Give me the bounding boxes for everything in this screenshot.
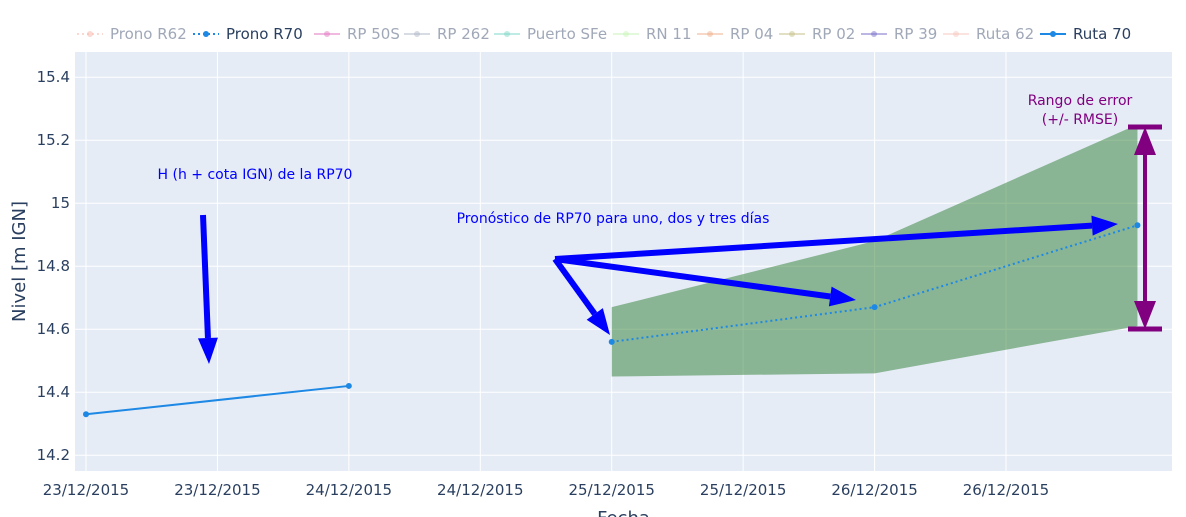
x-tick-label: 25/12/2015 [568, 481, 654, 499]
legend: Prono R62 Prono R70 RP 50S RP 262 Puerto SFe… [77, 25, 1131, 43]
data-point [345, 382, 352, 389]
y-tick-label: 14.2 [37, 446, 70, 464]
rmse-arrow-head-up [1134, 127, 1156, 155]
legend-label: RN 11 [646, 25, 692, 43]
legend-swatch-marker [789, 31, 795, 37]
legend-item-prono-r62[interactable]: Prono R62 [77, 25, 187, 43]
legend-label: RP 02 [812, 25, 855, 43]
legend-swatch-marker [324, 31, 330, 37]
y-axis-title: Nivel [m IGN] [9, 201, 30, 322]
x-tick-label: 23/12/2015 [43, 481, 129, 499]
x-tick-label: 26/12/2015 [831, 481, 917, 499]
arrow-to-prono-day3-shaft [554, 222, 1093, 262]
legend-item-ruta-70[interactable]: Ruta 70 [1040, 25, 1131, 43]
x-axis-title: Fecha [597, 508, 650, 517]
legend-label: RP 04 [730, 25, 773, 43]
series-layer [83, 222, 1141, 418]
legend-item-puerto-sfe[interactable]: Puerto SFe [494, 25, 607, 43]
legend-swatch-marker [953, 31, 959, 37]
arrow-to-ruta70-shaft [200, 214, 211, 339]
axes: 14.2 14.4 14.6 14.8 15 15.2 15.4 23/12/2015 23/1… [9, 68, 1049, 517]
legend-label: Prono R70 [226, 25, 303, 43]
legend-item-ruta-62[interactable]: Ruta 62 [943, 25, 1034, 43]
annotation-rmse-title: Rango de error [1028, 93, 1133, 109]
annotation-arrows [197, 124, 1162, 364]
legend-item-rp-262[interactable]: RP 262 [404, 25, 490, 43]
legend-label: RP 50S [347, 25, 400, 43]
arrow-to-ruta70-head [197, 337, 218, 364]
data-point [1134, 222, 1141, 229]
x-tick-label: 24/12/2015 [437, 481, 523, 499]
legend-item-rp-39[interactable]: RP 39 [861, 25, 937, 43]
annotation-texts: H (h + cota IGN) de la RP70 Pronóstico de… [158, 93, 1133, 227]
data-point [608, 338, 615, 345]
legend-label: RP 39 [894, 25, 937, 43]
data-point [83, 411, 89, 418]
arrow-to-prono-day1-head [586, 308, 610, 335]
legend-swatch-marker [414, 31, 420, 37]
legend-item-rn-11[interactable]: RN 11 [613, 25, 692, 43]
legend-swatch-marker [203, 31, 209, 37]
y-tick-label: 15.4 [37, 68, 70, 86]
legend-swatch-marker [707, 31, 713, 37]
legend-label: Prono R62 [110, 25, 187, 43]
y-tick-label: 14.6 [37, 320, 70, 338]
y-tick-label: 14.8 [37, 257, 70, 275]
x-tick-label: 23/12/2015 [174, 481, 260, 499]
legend-label: Puerto SFe [527, 25, 607, 43]
x-tick-label: 24/12/2015 [306, 481, 392, 499]
arrow-to-prono-day2-shaft [554, 256, 831, 300]
legend-label: Ruta 62 [976, 25, 1034, 43]
x-tick-label: 26/12/2015 [963, 481, 1049, 499]
legend-swatch-marker [871, 31, 877, 37]
error-band [611, 124, 1138, 377]
series-line-ruta-70 [85, 384, 349, 416]
legend-swatch-marker [87, 31, 93, 37]
legend-item-rp-50s[interactable]: RP 50S [314, 25, 400, 43]
legend-swatch-marker [504, 31, 510, 37]
legend-item-rp-04[interactable]: RP 04 [697, 25, 773, 43]
rmse-arrow-head-down [1134, 301, 1156, 329]
legend-swatch-marker [1050, 31, 1056, 37]
legend-item-rp-02[interactable]: RP 02 [779, 25, 855, 43]
error-band-layer [611, 124, 1138, 377]
y-tick-label: 15.2 [37, 131, 70, 149]
legend-swatch-marker [623, 31, 629, 37]
legend-item-prono-r70[interactable]: Prono R70 [193, 25, 303, 43]
annotation-rmse-subtitle: (+/- RMSE) [1042, 112, 1118, 128]
y-tick-label: 14.4 [37, 383, 70, 401]
legend-label: RP 262 [437, 25, 490, 43]
y-tick-label: 15 [51, 194, 70, 212]
x-tick-label: 25/12/2015 [700, 481, 786, 499]
data-point [871, 304, 878, 311]
arrow-to-prono-day1-shaft [552, 257, 598, 316]
arrow-to-prono-day2-head [828, 286, 856, 307]
arrow-to-prono-day3-head [1091, 215, 1118, 236]
legend-label: Ruta 70 [1073, 25, 1131, 43]
annotation-h-label: H (h + cota IGN) de la RP70 [158, 167, 353, 183]
annotation-forecast-label: Pronóstico de RP70 para uno, dos y tres … [457, 211, 770, 227]
